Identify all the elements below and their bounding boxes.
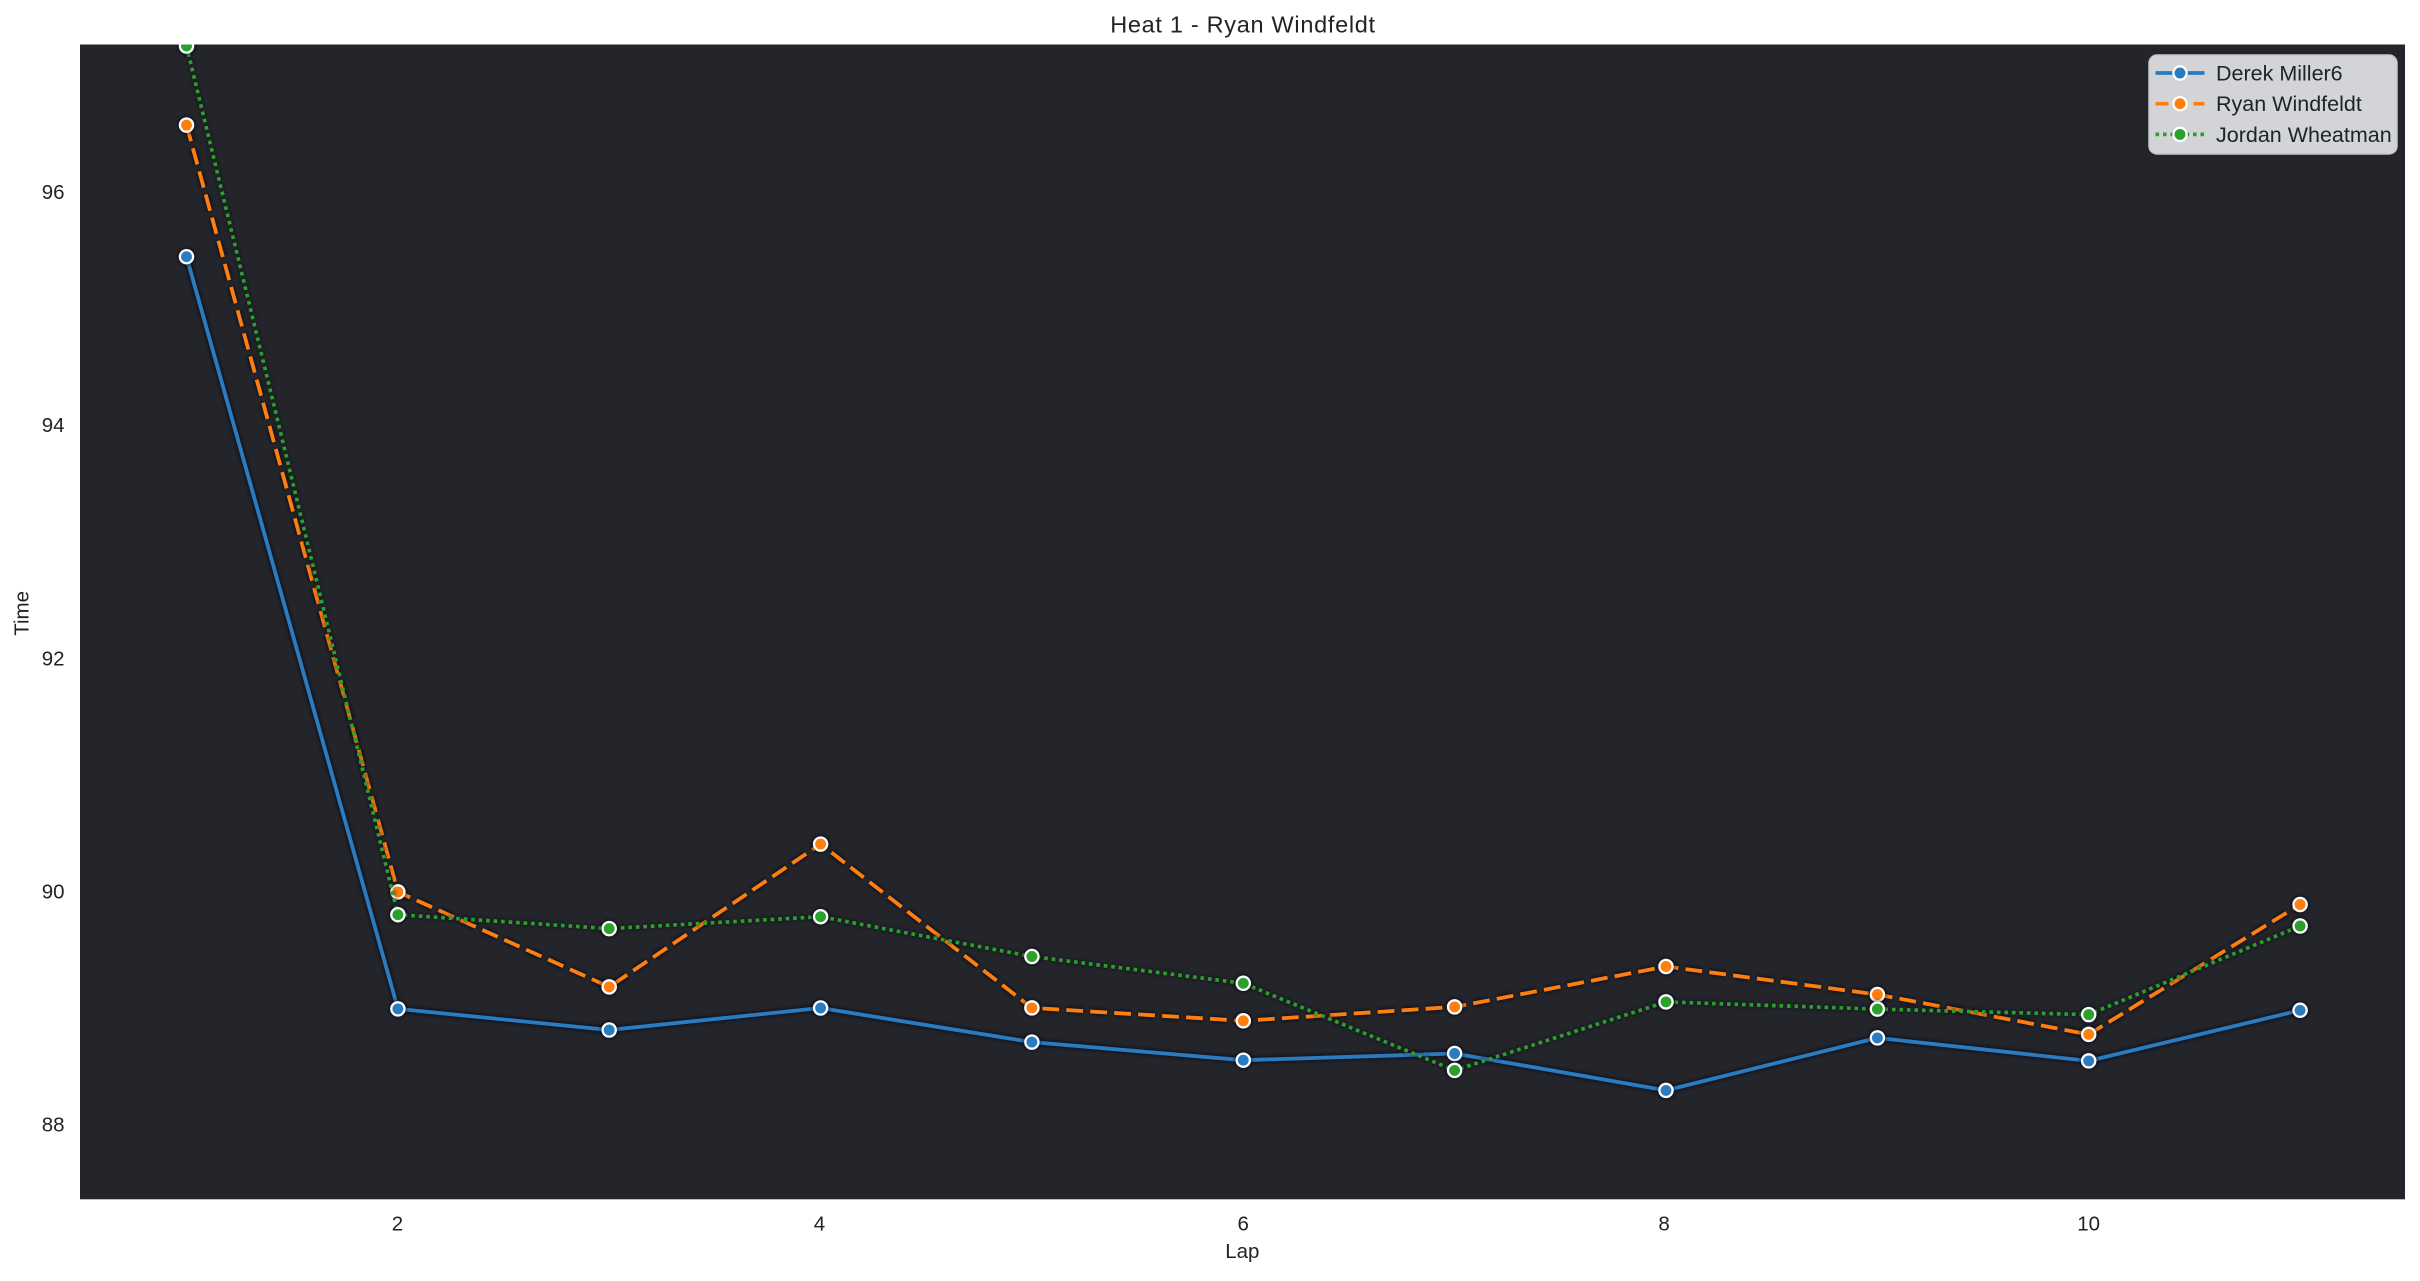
svg-text:Time: Time (11, 591, 34, 636)
svg-text:Lap: Lap (1225, 1240, 1259, 1263)
svg-text:90: 90 (42, 881, 65, 904)
svg-text:8: 8 (1658, 1212, 1669, 1235)
svg-text:4: 4 (814, 1212, 825, 1235)
svg-text:92: 92 (42, 647, 65, 670)
svg-text:6: 6 (1237, 1212, 1248, 1235)
svg-text:Ryan Windfeldt: Ryan Windfeldt (2216, 92, 2362, 116)
svg-text:2: 2 (392, 1212, 403, 1235)
svg-text:94: 94 (42, 414, 65, 437)
svg-text:96: 96 (42, 181, 65, 204)
svg-text:88: 88 (42, 1114, 65, 1137)
svg-text:Derek Miller6: Derek Miller6 (2216, 62, 2343, 86)
svg-text:Heat 1 - Ryan Windfeldt: Heat 1 - Ryan Windfeldt (1110, 12, 1376, 38)
svg-text:Jordan Wheatman: Jordan Wheatman (2216, 123, 2392, 147)
svg-text:10: 10 (2077, 1212, 2100, 1235)
